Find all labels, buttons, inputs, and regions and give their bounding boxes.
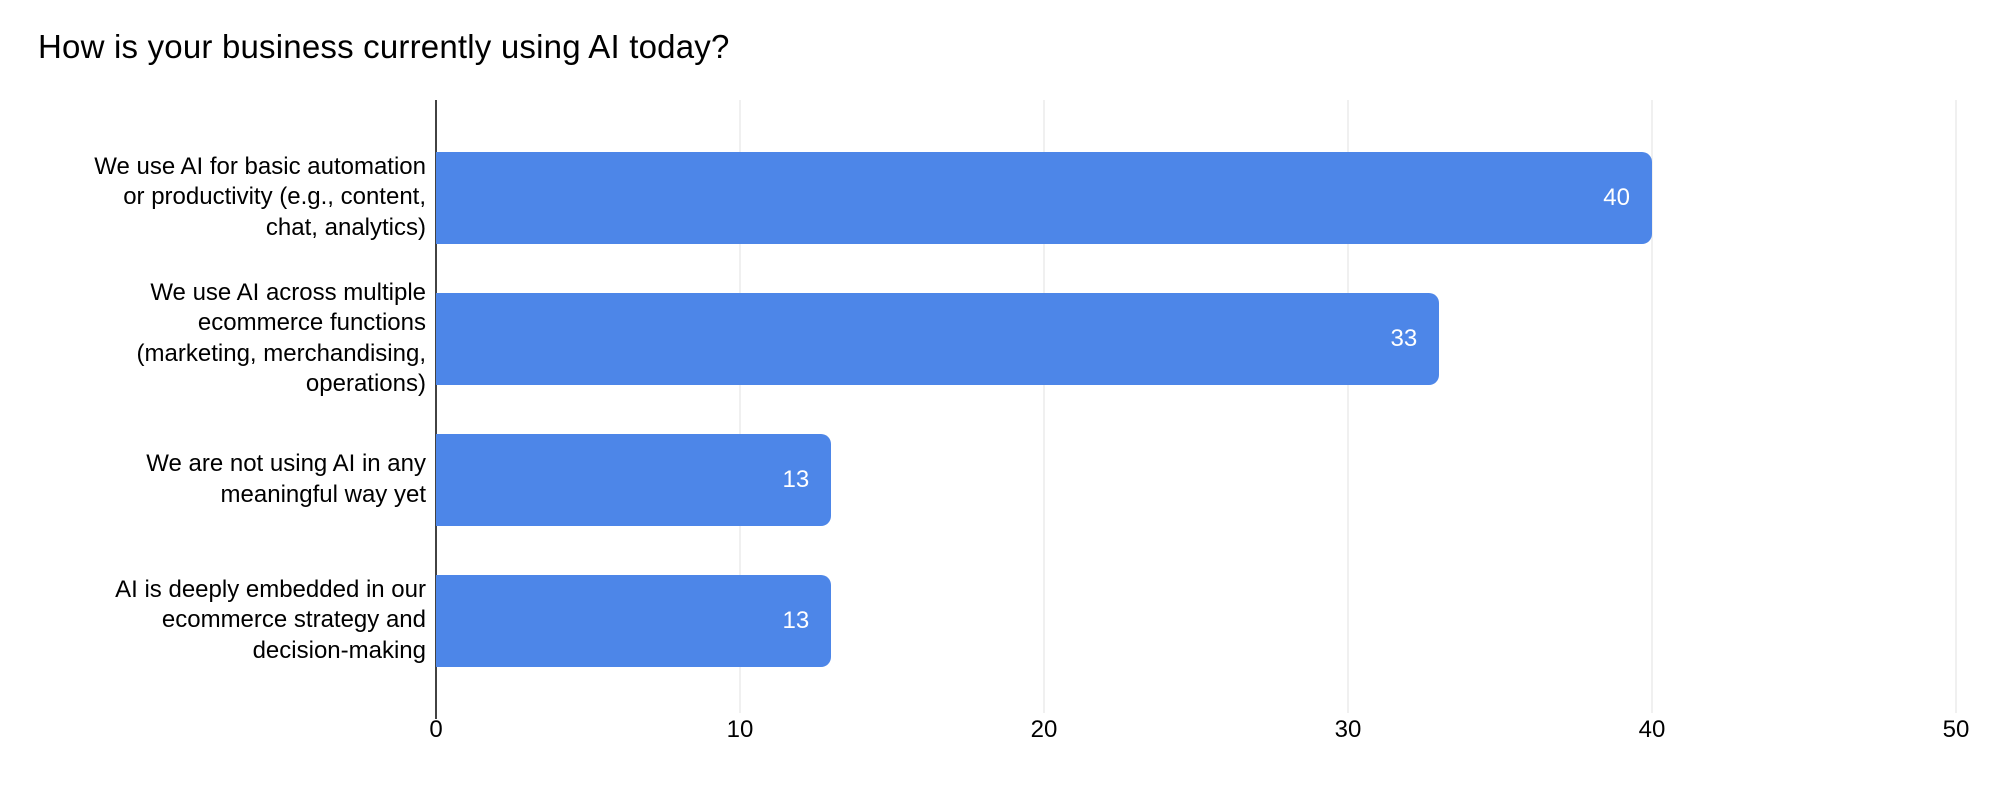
x-axis-tick-label: 0 [429, 716, 443, 743]
value-label: 13 [782, 465, 810, 493]
x-axis-tick-label: 50 [1942, 716, 1970, 743]
bar-not-using-ai[interactable]: 13 [436, 433, 832, 526]
category-label: We use AI for basic automation or produc… [94, 153, 426, 241]
bar-row: We are not using AI in any meaningful wa… [0, 409, 1999, 550]
gridline-40 [1651, 100, 1653, 713]
category-label: We use AI across multiple ecommerce func… [136, 279, 426, 397]
bar-multiple-functions[interactable]: 33 [436, 292, 1440, 385]
category-label: AI is deeply embedded in our ecommerce s… [115, 576, 426, 664]
bar-deeply-embedded[interactable]: 13 [436, 574, 832, 667]
bar-track: 40 [436, 151, 1956, 244]
x-axis-tick-label: 10 [726, 716, 754, 743]
x-axis-tick-label: 20 [1030, 716, 1058, 743]
plot-area [435, 100, 1957, 719]
x-axis: 0 10 20 30 40 50 [429, 716, 1969, 746]
y-axis-line [435, 100, 437, 719]
category-label: We are not using AI in any meaningful wa… [146, 450, 426, 508]
value-label: 40 [1603, 183, 1630, 211]
gridline-30 [1347, 100, 1349, 713]
bar-track: 33 [436, 292, 1956, 385]
bar-basic-automation[interactable]: 40 [436, 151, 1652, 244]
bar-track: 13 [436, 574, 1956, 667]
bar-row: We use AI for basic automation or produc… [0, 127, 1999, 268]
gridline-20 [1043, 100, 1045, 713]
bar-track: 13 [436, 433, 1956, 526]
gridline-10 [739, 100, 741, 713]
x-axis-tick-label: 30 [1334, 716, 1362, 743]
bar-rows: We use AI for basic automation or produc… [0, 127, 1999, 691]
bar-row: AI is deeply embedded in our ecommerce s… [0, 550, 1999, 691]
chart-title: How is your business currently using AI … [38, 28, 730, 65]
value-label: 13 [782, 606, 810, 634]
gridline-50 [1955, 100, 1957, 713]
bar-row: We use AI across multiple ecommerce func… [0, 268, 1999, 409]
x-axis-tick-label: 40 [1638, 716, 1666, 743]
value-label: 33 [1390, 324, 1418, 352]
